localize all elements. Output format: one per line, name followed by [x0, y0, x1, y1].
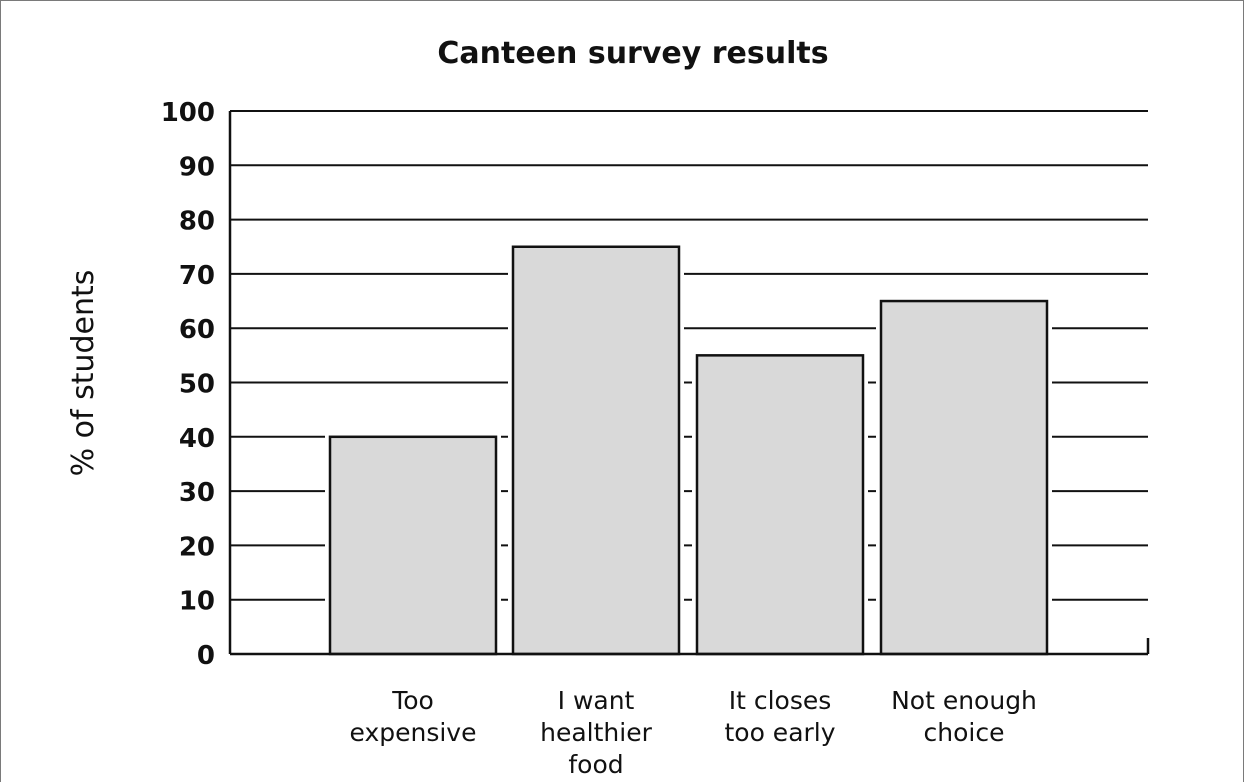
y-tick-label-70: 70: [179, 261, 215, 291]
y-tick-label-10: 10: [179, 587, 215, 617]
y-tick-label-40: 40: [179, 424, 215, 454]
category-label-1-line-0: I want: [558, 686, 635, 715]
y-tick-label-50: 50: [179, 370, 215, 400]
axes: [228, 111, 1150, 656]
bar-1: [511, 245, 681, 656]
y-axis-label: % of students: [66, 270, 101, 477]
chart-title: Canteen survey results: [437, 36, 828, 71]
y-tick-label-0: 0: [197, 641, 215, 671]
category-label-1: I want healthier food: [540, 686, 652, 779]
category-label-2-line-1: too early: [724, 718, 835, 747]
y-tick-labels: 0 10 20 30 40 50 60 70 80 90 100: [161, 98, 215, 671]
category-label-2-line-0: It closes: [729, 686, 832, 715]
y-tick-label-90: 90: [179, 152, 215, 182]
y-tick-label-100: 100: [161, 98, 215, 128]
category-label-1-line-2: food: [568, 750, 623, 779]
bar-2: [695, 354, 865, 656]
category-label-0-line-0: Too: [391, 686, 434, 715]
category-label-0-line-1: expensive: [350, 718, 477, 747]
category-label-2: It closes too early: [724, 686, 835, 747]
category-label-3: Not enough choice: [891, 686, 1037, 747]
category-label-3-line-1: choice: [924, 718, 1005, 747]
y-tick-label-30: 30: [179, 478, 215, 508]
bars: [325, 244, 1052, 656]
category-label-0: Too expensive: [350, 686, 477, 747]
category-labels: Too expensive I want healthier food It closes…: [350, 686, 1037, 779]
y-tick-label-80: 80: [179, 207, 215, 237]
category-label-3-line-0: Not enough: [891, 686, 1037, 715]
bar-0: [328, 435, 498, 656]
category-label-1-line-1: healthier: [540, 718, 652, 747]
y-tick-label-20: 20: [179, 532, 215, 562]
y-tick-label-60: 60: [179, 315, 215, 345]
bar-3: [879, 299, 1049, 656]
